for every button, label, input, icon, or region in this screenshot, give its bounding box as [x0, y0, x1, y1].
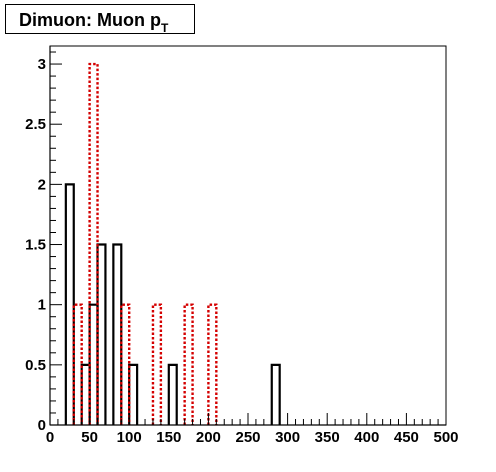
x-tick-label: 150: [156, 429, 181, 446]
x-tick-label: 0: [46, 429, 54, 446]
y-tick-label: 3: [38, 56, 46, 73]
series-2: [72, 62, 218, 425]
series-2-bin-2: [88, 62, 99, 425]
series-layer: [64, 62, 281, 425]
series-2-bin-6: [207, 303, 218, 425]
y-tick-label: 1.5: [25, 237, 46, 254]
y-tick-label: 2.5: [25, 116, 46, 133]
plot-frame: [49, 45, 447, 426]
y-tick-label: 1: [38, 297, 46, 314]
x-tick-label: 350: [315, 429, 340, 446]
x-tick-label: 400: [354, 429, 379, 446]
series-1-bin-8: [270, 363, 281, 425]
x-tick-label: 450: [394, 429, 419, 446]
series-1-bin-1: [64, 183, 75, 425]
chart-title-main: Dimuon: Muon p: [19, 10, 161, 30]
x-tick-label: 100: [117, 429, 142, 446]
x-tick-label: 300: [275, 429, 300, 446]
y-tick-label: 0: [38, 417, 46, 434]
chart-title: Dimuon: Muon pT: [19, 10, 168, 35]
series-1-bin-7: [167, 363, 178, 425]
axis-layer: 0 50 100 150 200 250 300 350 400 450 500 0 0.5 1 1.5 2 2…: [25, 46, 459, 446]
y-tick-label: 2: [38, 176, 46, 193]
series-2-bin-1: [72, 303, 83, 425]
x-tick-label: 200: [196, 429, 221, 446]
chart-title-box: Dimuon: Muon pT: [5, 4, 195, 35]
series-2-bin-4: [151, 303, 163, 425]
plot-frame-layer: [49, 45, 447, 426]
chart-title-subscript: T: [160, 21, 169, 35]
x-tick-label: 250: [235, 429, 260, 446]
y-tick-label: 0.5: [25, 357, 46, 374]
series-2-bin-5: [183, 303, 194, 425]
x-tick-label: 500: [433, 429, 458, 446]
x-tick-label: 50: [81, 429, 98, 446]
series-2-bin-3: [120, 303, 131, 425]
